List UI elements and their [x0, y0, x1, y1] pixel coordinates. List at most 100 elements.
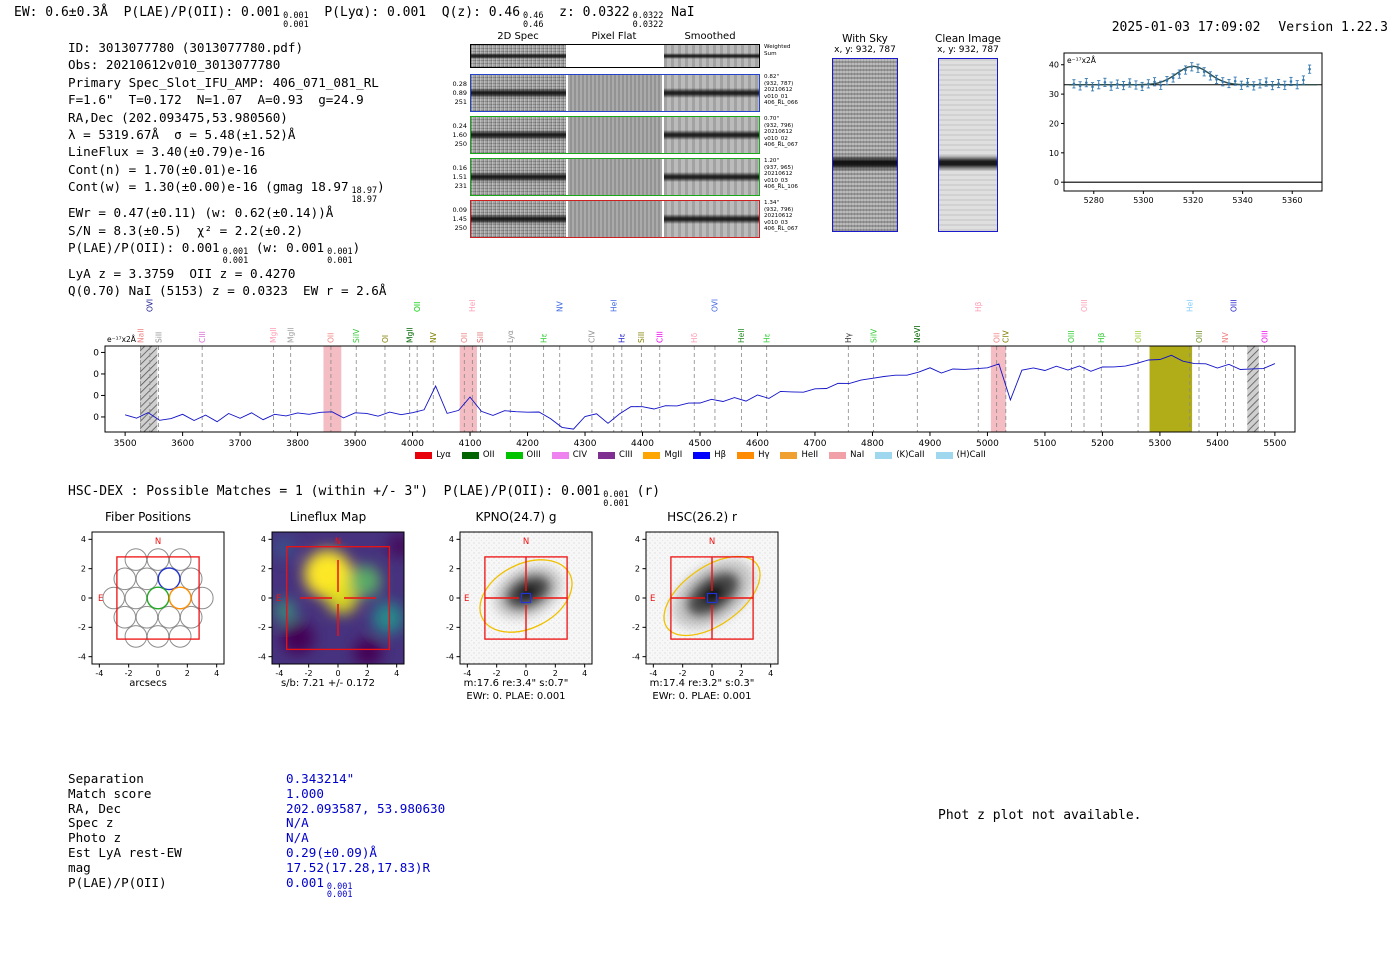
spectrum-legend: Lyα OII OIII CIV CIII MgII Hβ Hγ HeII NaI (K)CaII (… [93, 450, 1308, 460]
spec2d-strip [471, 45, 566, 67]
svg-text:5400: 5400 [1206, 439, 1229, 449]
hsc-east-label: E [650, 594, 655, 604]
legend-item: (K)CaII [875, 450, 925, 460]
svg-text:0: 0 [335, 669, 340, 678]
svg-text:0: 0 [155, 669, 160, 678]
legend-swatch [643, 451, 661, 459]
lineflux-map-plot: N E -4 -4 -2 -2 0 0 2 2 4 4 [258, 531, 405, 678]
text-segment: 17.52(17.28,17.83)R [286, 859, 431, 875]
match-table-label: Est LyA rest-EW [68, 844, 182, 860]
hsc-r-title: HSC(26.2) r [667, 510, 737, 524]
svg-text:-4: -4 [463, 669, 471, 678]
emission-line-label: NeVI [913, 325, 922, 343]
spec2d-row-left-labels: 0.24 1.60 250 [452, 121, 467, 148]
text-segment: S/N = 8.3(±0.5) χ² = 2.2(±0.2) [68, 222, 304, 238]
emission-line-label: SiII [476, 332, 485, 343]
svg-text:3900: 3900 [344, 439, 367, 449]
spec2d-col-header-1: 2D Spec [497, 31, 539, 42]
spec2d-row: 0.16 1.51 231 1.20" (937, 965) 20210612 v010_0… [443, 158, 826, 196]
svg-text:2: 2 [81, 564, 86, 573]
fiber-extract-box [116, 556, 200, 640]
match-table-label: Match score [68, 785, 152, 801]
with-sky-panel: With Sky x, y: 932, 787 [822, 33, 908, 232]
emission-line-label: Hβ [974, 301, 983, 312]
with-sky-title: With Sky [842, 33, 888, 45]
svg-text:5280: 5280 [1084, 196, 1104, 205]
fiber-circles [102, 548, 214, 648]
svg-text:5200: 5200 [1091, 439, 1114, 449]
svg-text:2: 2 [261, 564, 266, 573]
match-table-label: RA, Dec [68, 800, 122, 816]
emission-line-label: CIV [588, 330, 597, 343]
emission-line-label: OVI [146, 299, 155, 312]
clean-image-coords: x, y: 932, 787 [937, 45, 999, 55]
svg-text:5300: 5300 [1148, 439, 1171, 449]
smoothed-strip [664, 117, 760, 153]
stacked-fraction: 0.46 0.46 [523, 11, 544, 30]
text-segment: 0.001 [286, 874, 324, 890]
text-segment: ) [352, 240, 361, 256]
svg-text:4800: 4800 [861, 439, 884, 449]
clean-image [938, 58, 998, 232]
svg-text:4: 4 [261, 535, 266, 544]
text-segment: z: 0.0322 [543, 5, 630, 20]
spec2d-row-right-labels: Weighted Sum [764, 44, 791, 57]
emission-line-label: OIII [1260, 330, 1269, 343]
svg-text:4500: 4500 [689, 439, 712, 449]
emission-line-label: CIV [1002, 330, 1011, 343]
legend-label: CIV [572, 450, 588, 460]
svg-text:0: 0 [261, 594, 266, 603]
info-line: LineFlux = 3.40(±0.79)e-16 [68, 143, 386, 160]
spec2d-row-right-labels: 1.34" (932, 796) 20210612 v010_03 406_RL_067 [764, 200, 798, 233]
text-segment: N/A [286, 830, 309, 846]
emission-line-label: NV [556, 300, 565, 312]
text-segment: LyA z = 3.3759 OII z = 0.4270 [68, 266, 296, 282]
fiber-blue-circle [157, 567, 181, 591]
emission-line-label: NV [1221, 331, 1230, 343]
hsc-r-panel: HSC(26.2) r N E -4 -4 -2 -2 0 0 2 2 4 4 m:17.4 re… [610, 510, 794, 703]
svg-text:20: 20 [93, 391, 99, 401]
match-table-value: 1.000 [286, 786, 324, 801]
text-segment: Obs: 20210612v010_3013077780 [68, 57, 281, 73]
legend-swatch [415, 451, 433, 459]
report-datetime: 2025-01-03 17:09:02 [1111, 20, 1261, 35]
kpno-crosshair [484, 556, 567, 639]
lineflux-sb-label: s/b: 7.21 +/- 0.172 [280, 678, 376, 689]
lineflux-crosshair [300, 560, 376, 636]
lineflux-map-title: Lineflux Map [289, 510, 367, 524]
legend-item: Lyα [415, 450, 451, 460]
svg-text:20: 20 [1049, 119, 1059, 128]
kpno-aperture-ellipse [479, 559, 573, 633]
text-segment: (r) [628, 484, 661, 499]
match-table-row: P(LAE)/P(OII) 0.001 0.001 0.001 [68, 874, 445, 900]
legend-swatch [875, 451, 893, 459]
phot-z-note: Phot z plot not available. [938, 808, 1142, 823]
with-sky-coords: x, y: 932, 787 [834, 45, 896, 55]
hsc-north-label: N [709, 537, 715, 547]
legend-swatch [780, 451, 798, 459]
svg-text:10: 10 [1049, 149, 1059, 158]
text-segment: HSC-DEX : Possible Matches = 1 (within +… [68, 484, 601, 499]
spec2d-row: 0.09 1.45 250 1.34" (932, 796) 20210612 v010_0… [443, 200, 826, 238]
info-line: S/N = 8.3(±0.5) χ² = 2.2(±0.2) [68, 222, 386, 239]
spectrum-marker-lines [140, 346, 1265, 432]
legend-label: HeII [801, 450, 819, 460]
match-table-row: Match score 1.000 [68, 785, 445, 802]
text-segment: ) [377, 179, 385, 195]
legend-item: CIII [598, 450, 632, 460]
lineflux-north-label: N [335, 537, 341, 547]
smoothed-strip [664, 75, 760, 111]
emission-line-label: OII [413, 302, 422, 312]
spec2d-row: Weighted Sum [443, 44, 826, 68]
kpno-north-label: N [523, 537, 529, 547]
svg-text:4: 4 [768, 669, 773, 678]
smoothed-strip [664, 45, 760, 67]
svg-text:0: 0 [1054, 178, 1059, 187]
kpno-east-label: E [464, 594, 469, 604]
match-table-row: Est LyA rest-EW 0.29(±0.09)Å [68, 844, 445, 861]
info-line: EWr = 0.47(±0.11) (w: 0.62(±0.14))Å [68, 204, 386, 221]
spec2d-row-left-labels: 0.16 1.51 231 [452, 163, 467, 190]
svg-text:4: 4 [81, 535, 86, 544]
lineflux-map-panel: Lineflux Map N [236, 510, 420, 691]
hsc-mag-label: m:17.4 re:3.2" s:0.3" [649, 678, 755, 689]
